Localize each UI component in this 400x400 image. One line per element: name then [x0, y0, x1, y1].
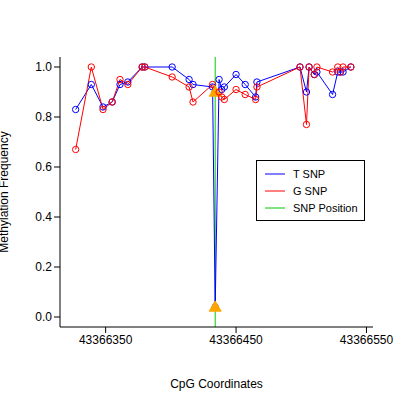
svg-text:43366450: 43366450: [209, 333, 263, 347]
svg-text:43366350: 43366350: [79, 333, 133, 347]
svg-text:0.2: 0.2: [35, 260, 52, 274]
svg-text:Methylation Frequency: Methylation Frequency: [8, 131, 11, 252]
svg-text:0.4: 0.4: [35, 210, 52, 224]
svg-text:0.0: 0.0: [35, 310, 52, 324]
svg-text:0.6: 0.6: [35, 160, 52, 174]
html-text:T SNP: T SNP: [293, 167, 326, 180]
svg-text:0.8: 0.8: [35, 110, 52, 124]
html-text:G SNP: G SNP: [293, 184, 328, 197]
svg-text:43366550: 43366550: [340, 333, 392, 347]
html-text:SNP Position: SNP Position: [293, 201, 358, 214]
svg-text:1.0: 1.0: [35, 60, 52, 74]
svg-text:CpG Coordinates: CpG Coordinates: [170, 377, 263, 391]
